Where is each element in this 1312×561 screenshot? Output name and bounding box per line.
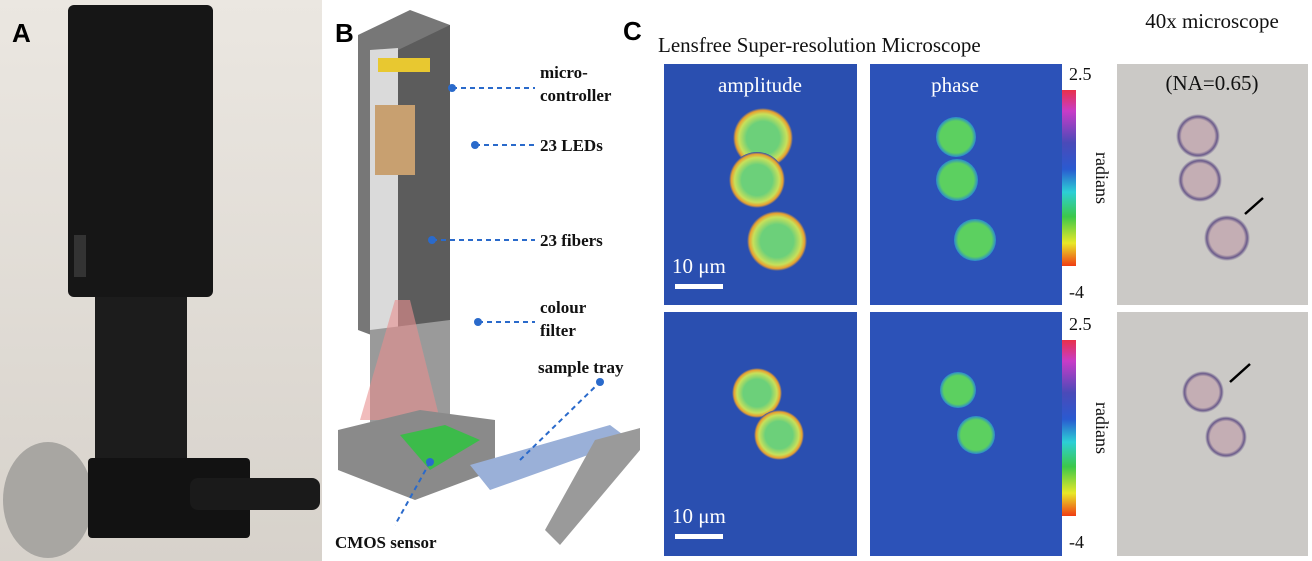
colorbar-min: -4 xyxy=(1069,532,1084,552)
colorbar xyxy=(1062,340,1076,516)
device-body xyxy=(68,5,213,297)
panel-label: C xyxy=(623,16,642,46)
scale-bar xyxy=(675,534,723,539)
tray-handle xyxy=(545,428,640,545)
controller-board xyxy=(378,58,430,72)
cell xyxy=(747,211,807,271)
callout-dots xyxy=(426,84,604,466)
housing-side xyxy=(398,25,450,345)
colorbar-label: radians xyxy=(1092,152,1112,204)
colorbar-min: -4 xyxy=(1069,282,1084,302)
cell xyxy=(1176,114,1220,158)
colorbar xyxy=(1062,90,1076,266)
callout-lines xyxy=(394,87,601,526)
callout: micro- xyxy=(540,63,588,82)
callout: controller xyxy=(540,86,612,105)
panel-title: Lensfree Super-resolution Microscope xyxy=(658,33,981,57)
column-label: amplitude xyxy=(718,73,802,97)
scale-bar xyxy=(675,284,723,289)
cell xyxy=(1204,215,1250,261)
housing-cutaway xyxy=(370,48,398,340)
cell xyxy=(936,159,978,201)
colorbar-label: radians xyxy=(1092,402,1112,454)
cell xyxy=(940,372,976,408)
tray xyxy=(470,425,630,490)
column-label: phase xyxy=(931,73,979,97)
arrow xyxy=(1229,363,1251,383)
callout: 23 fibers xyxy=(540,231,603,250)
panel-label: B xyxy=(335,18,354,48)
sample-tray xyxy=(190,478,320,510)
callout: colour xyxy=(540,298,587,317)
reference-title: 40x microscope xyxy=(1145,9,1279,33)
callout: filter xyxy=(540,321,576,340)
panel-a: A xyxy=(0,0,322,561)
cell xyxy=(954,219,996,261)
usb-port xyxy=(74,235,86,277)
cell xyxy=(1178,158,1222,202)
colorbar-max: 2.5 xyxy=(1069,64,1092,84)
cell xyxy=(936,117,976,157)
reference-subtitle: (NA=0.65) xyxy=(1166,71,1259,95)
panel-b: micro- controller 23 LEDs 23 fibers colo… xyxy=(335,10,640,552)
panel-label: A xyxy=(12,18,31,48)
cell xyxy=(754,410,804,460)
panel-c: C Lensfree Super-resolution Microscope 4… xyxy=(623,9,1308,556)
scale-bar-label: 10 μm xyxy=(672,504,726,528)
device-cylinder xyxy=(95,297,187,462)
cell xyxy=(1182,371,1224,413)
cell xyxy=(957,416,995,454)
cell xyxy=(1205,416,1247,458)
leds xyxy=(375,105,415,175)
arrow xyxy=(1244,197,1264,215)
callout: CMOS sensor xyxy=(335,533,437,552)
light-cone xyxy=(360,300,440,420)
callout: sample tray xyxy=(538,358,624,377)
scale-bar-label: 10 μm xyxy=(672,254,726,278)
cell xyxy=(733,108,793,168)
cell xyxy=(729,152,785,208)
colorbar-max: 2.5 xyxy=(1069,314,1092,334)
cell xyxy=(732,368,782,418)
callout: 23 LEDs xyxy=(540,136,603,155)
sensor-board xyxy=(400,425,480,470)
coin xyxy=(3,442,93,558)
